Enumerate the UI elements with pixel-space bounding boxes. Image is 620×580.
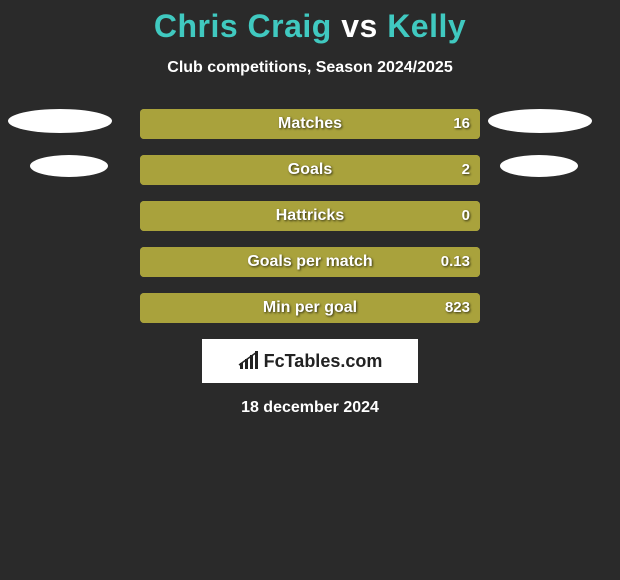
stats-chart: Matches16 Goals2 Hattricks0 Goals per match…: [0, 109, 620, 323]
player2-name: Kelly: [387, 8, 466, 44]
stat-value-right: 823: [445, 293, 470, 323]
barchart-icon: [238, 351, 260, 371]
title: Chris Craig vs Kelly: [0, 0, 620, 45]
stat-value-right: 16: [453, 109, 470, 139]
stat-label: Goals per match: [140, 247, 480, 277]
subtitle: Club competitions, Season 2024/2025: [0, 59, 620, 77]
comparison-card: Chris Craig vs Kelly Club competitions, …: [0, 0, 620, 580]
stat-row: Matches16: [0, 109, 620, 139]
stat-value-right: 2: [462, 155, 470, 185]
logo-box: FcTables.com: [202, 339, 418, 383]
stat-label: Goals: [140, 155, 480, 185]
stat-value-right: 0: [462, 201, 470, 231]
stat-label: Matches: [140, 109, 480, 139]
stat-row: Min per goal823: [0, 293, 620, 323]
stat-label: Hattricks: [140, 201, 480, 231]
stat-value-right: 0.13: [441, 247, 470, 277]
logo: FcTables.com: [238, 351, 383, 372]
logo-text: FcTables.com: [264, 351, 383, 372]
stat-row: Goals2: [0, 155, 620, 185]
stat-row: Hattricks0: [0, 201, 620, 231]
stat-row: Goals per match0.13: [0, 247, 620, 277]
vs-text: vs: [341, 8, 378, 44]
stat-label: Min per goal: [140, 293, 480, 323]
date-text: 18 december 2024: [0, 399, 620, 417]
player1-name: Chris Craig: [154, 8, 332, 44]
